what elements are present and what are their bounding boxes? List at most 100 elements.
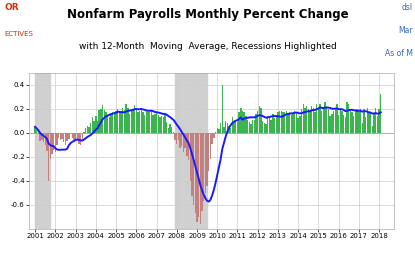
Bar bbox=[227, 123, 228, 133]
Bar bbox=[65, 133, 66, 145]
Bar bbox=[191, 133, 193, 196]
Bar bbox=[95, 116, 97, 133]
Bar bbox=[336, 104, 338, 133]
Bar bbox=[98, 110, 100, 133]
Bar bbox=[169, 124, 171, 133]
Bar bbox=[212, 133, 213, 144]
Bar bbox=[178, 133, 179, 140]
Bar bbox=[112, 112, 113, 133]
Bar bbox=[298, 118, 299, 133]
Text: dsl: dsl bbox=[402, 3, 413, 12]
Bar bbox=[122, 108, 124, 133]
Bar bbox=[232, 117, 233, 133]
Bar bbox=[294, 111, 295, 133]
Bar bbox=[36, 131, 37, 133]
Bar bbox=[142, 112, 144, 133]
Bar bbox=[109, 117, 110, 133]
Bar bbox=[306, 106, 307, 133]
Bar bbox=[237, 122, 238, 133]
Bar bbox=[365, 117, 366, 133]
Bar bbox=[80, 133, 81, 145]
Bar bbox=[228, 126, 230, 133]
Bar bbox=[308, 109, 309, 133]
Bar bbox=[352, 112, 353, 133]
Bar bbox=[303, 104, 304, 133]
Bar bbox=[136, 109, 137, 133]
Bar bbox=[43, 133, 44, 142]
Bar bbox=[255, 114, 257, 133]
Bar bbox=[55, 133, 56, 152]
Bar bbox=[326, 106, 327, 133]
Bar bbox=[380, 94, 381, 133]
Bar bbox=[196, 133, 198, 222]
Bar bbox=[304, 108, 305, 133]
Bar bbox=[61, 133, 63, 139]
Bar bbox=[235, 121, 237, 133]
Bar bbox=[323, 109, 324, 133]
Bar bbox=[66, 133, 68, 141]
Bar bbox=[139, 111, 140, 133]
Bar bbox=[358, 111, 359, 133]
Bar bbox=[252, 120, 253, 133]
Bar bbox=[366, 108, 368, 133]
Bar bbox=[330, 116, 331, 133]
Bar bbox=[343, 115, 344, 133]
Bar bbox=[87, 126, 88, 133]
Bar bbox=[355, 111, 356, 133]
Bar bbox=[217, 128, 218, 133]
Bar bbox=[183, 133, 184, 152]
Bar bbox=[173, 132, 174, 133]
Bar bbox=[223, 127, 225, 133]
Bar bbox=[250, 124, 251, 133]
Bar bbox=[51, 133, 53, 154]
Bar bbox=[154, 114, 156, 133]
Bar bbox=[208, 133, 210, 171]
Bar bbox=[353, 116, 354, 133]
Bar bbox=[206, 133, 208, 186]
Bar bbox=[137, 112, 139, 133]
Bar bbox=[77, 133, 78, 139]
Bar bbox=[149, 112, 151, 133]
Text: Nonfarm Payrolls Monthly Percent Change: Nonfarm Payrolls Monthly Percent Change bbox=[67, 8, 348, 21]
Bar bbox=[159, 117, 161, 133]
Bar bbox=[92, 117, 93, 133]
Bar bbox=[134, 105, 135, 133]
Bar bbox=[312, 108, 314, 133]
Bar bbox=[375, 108, 376, 133]
Bar bbox=[185, 133, 186, 148]
Bar bbox=[102, 105, 103, 133]
Bar bbox=[195, 133, 196, 213]
Text: Mar: Mar bbox=[398, 26, 413, 35]
Bar bbox=[127, 108, 129, 133]
Bar bbox=[198, 133, 199, 217]
Bar bbox=[146, 111, 147, 133]
Bar bbox=[316, 104, 317, 133]
Bar bbox=[377, 116, 378, 133]
Bar bbox=[361, 123, 363, 133]
Bar bbox=[291, 115, 292, 133]
Bar bbox=[363, 109, 365, 133]
Bar bbox=[277, 112, 278, 133]
Bar bbox=[372, 126, 373, 133]
Bar bbox=[230, 128, 232, 133]
Bar bbox=[296, 112, 297, 133]
Text: As of M: As of M bbox=[385, 49, 413, 58]
Bar bbox=[41, 133, 43, 140]
Bar bbox=[50, 133, 51, 159]
Bar bbox=[257, 111, 259, 133]
Bar bbox=[266, 124, 267, 133]
Bar bbox=[129, 114, 130, 133]
Bar bbox=[120, 111, 122, 133]
Bar bbox=[186, 133, 188, 155]
Bar bbox=[105, 112, 107, 133]
Bar bbox=[276, 115, 277, 133]
Bar bbox=[156, 112, 157, 133]
Bar bbox=[85, 128, 86, 133]
Bar bbox=[70, 133, 71, 134]
Bar bbox=[158, 115, 159, 133]
Bar bbox=[171, 127, 172, 133]
Bar bbox=[378, 109, 380, 133]
Bar bbox=[320, 104, 321, 133]
Bar bbox=[53, 133, 54, 150]
Bar bbox=[168, 128, 169, 133]
